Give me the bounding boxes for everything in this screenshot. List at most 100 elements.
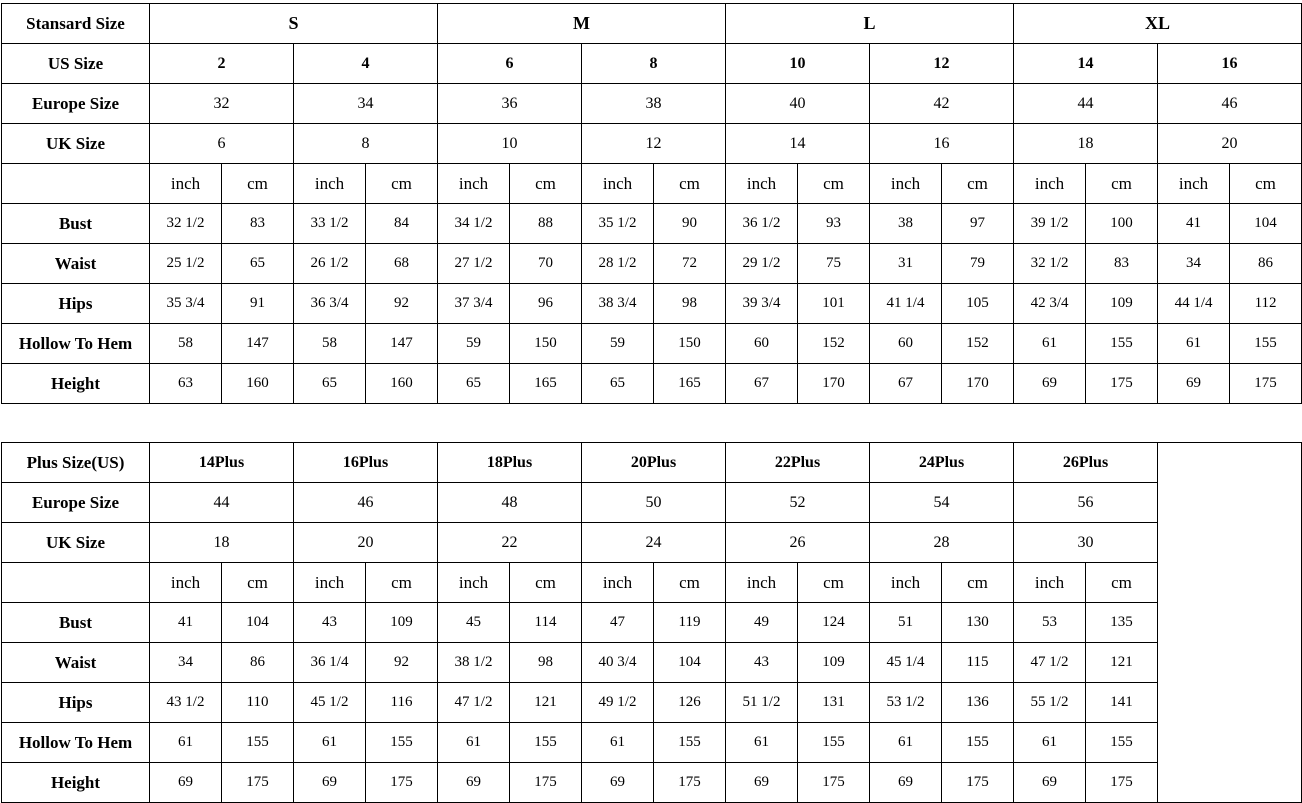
bust-cell: 109 [365, 602, 438, 643]
height-cell: 65 [293, 363, 366, 404]
plus-size-cell: 22Plus [725, 442, 870, 483]
bust-cell: 32 1/2 [149, 203, 222, 244]
unit-cell: cm [1085, 163, 1159, 204]
plus-size-cell: 18Plus [437, 442, 582, 483]
bust-cell: 83 [221, 203, 294, 244]
hips-cell: 116 [365, 682, 438, 723]
europe-size-cell: 38 [581, 83, 727, 124]
hips-cell: 47 1/2 [437, 682, 510, 723]
hollow-to-hem-cell: 61 [581, 722, 654, 763]
height-cell: 165 [509, 363, 583, 404]
hollow-to-hem-cell: 147 [364, 323, 439, 364]
bust-cell: 38 [869, 203, 943, 244]
row-label-height: Height [1, 363, 150, 404]
hips-cell: 112 [1229, 283, 1302, 324]
height-cell: 175 [509, 762, 582, 803]
europe-size-cell: 54 [869, 482, 1014, 523]
row-label-waist: Waist [1, 243, 150, 284]
uk-size-cell: 28 [869, 522, 1014, 563]
bust-cell: 39 1/2 [1013, 203, 1087, 244]
unit-cell: inch [1013, 562, 1086, 603]
row-label-unit [1, 163, 150, 204]
row-height: Height 63 160 65 160 65 165 65 165 67 170 67 170 69 17… [1, 363, 1302, 404]
waist-cell: 115 [941, 642, 1014, 683]
bust-cell: 34 1/2 [437, 203, 511, 244]
height-cell: 65 [437, 363, 511, 404]
height-cell: 67 [725, 363, 799, 404]
hollow-to-hem-cell: 61 [293, 722, 366, 763]
europe-size-cell: 42 [869, 83, 1015, 124]
bust-cell: 41 [149, 602, 222, 643]
bust-cell: 47 [581, 602, 654, 643]
hips-cell: 35 3/4 [149, 283, 222, 324]
hollow-to-hem-cell: 61 [1157, 323, 1231, 364]
row-hollow-to-hem: Hollow To Hem 61 155 61 155 61 155 61 155 61 155 61… [1, 722, 1302, 763]
bust-cell: 49 [725, 602, 798, 643]
bust-cell: 104 [221, 602, 294, 643]
standard-size-cell: L [725, 3, 1015, 44]
row-label-hollow-to-hem: Hollow To Hem [1, 323, 150, 364]
us-size-cell: 10 [725, 43, 871, 84]
bust-cell: 93 [797, 203, 871, 244]
unit-cell: cm [221, 163, 294, 204]
row-label-hips: Hips [1, 682, 150, 723]
europe-size-cell: 44 [1013, 83, 1159, 124]
bust-cell: 53 [1013, 602, 1086, 643]
height-cell: 175 [365, 762, 438, 803]
row-bust: Bust 41 104 43 109 45 114 47 119 49 124 51 130 53 135 [1, 602, 1302, 643]
hips-cell: 141 [1085, 682, 1158, 723]
waist-cell: 26 1/2 [293, 243, 366, 284]
europe-size-cell: 40 [725, 83, 871, 124]
hollow-to-hem-cell: 58 [293, 323, 366, 364]
us-size-cell: 8 [581, 43, 727, 84]
plus-size-cell: 16Plus [293, 442, 438, 483]
unit-cell: cm [364, 163, 439, 204]
height-cell: 65 [581, 363, 655, 404]
hollow-to-hem-cell: 58 [149, 323, 222, 364]
height-cell: 69 [437, 762, 510, 803]
row-waist: Waist 34 86 36 1/4 92 38 1/2 98 40 3/4 104 43 109 4… [1, 642, 1302, 683]
unit-cell: cm [365, 562, 438, 603]
waist-cell: 98 [509, 642, 582, 683]
hips-cell: 36 3/4 [293, 283, 366, 324]
unit-cell: inch [869, 562, 942, 603]
height-cell: 69 [293, 762, 366, 803]
hollow-to-hem-cell: 61 [1013, 323, 1087, 364]
row-hips: Hips 35 3/4 91 36 3/4 92 37 3/4 96 38 3/4 98 39 3… [1, 283, 1302, 324]
height-cell: 165 [653, 363, 727, 404]
bust-cell: 104 [1229, 203, 1302, 244]
europe-size-cell: 44 [149, 482, 294, 523]
bust-cell: 130 [941, 602, 1014, 643]
bust-cell: 97 [941, 203, 1015, 244]
waist-cell: 34 [149, 642, 222, 683]
row-label-height: Height [1, 762, 150, 803]
hips-cell: 55 1/2 [1013, 682, 1086, 723]
height-cell: 175 [653, 762, 726, 803]
waist-cell: 70 [509, 243, 583, 284]
hips-cell: 43 1/2 [149, 682, 222, 723]
hips-cell: 121 [509, 682, 582, 723]
row-europe-size: Europe Size 44 46 48 50 52 54 56 [1, 482, 1302, 523]
hips-cell: 136 [941, 682, 1014, 723]
height-cell: 170 [941, 363, 1015, 404]
waist-cell: 27 1/2 [437, 243, 511, 284]
hips-cell: 92 [364, 283, 439, 324]
hollow-to-hem-cell: 61 [725, 722, 798, 763]
height-cell: 69 [869, 762, 942, 803]
waist-cell: 45 1/4 [869, 642, 942, 683]
hollow-to-hem-cell: 155 [1085, 323, 1159, 364]
waist-cell: 68 [364, 243, 439, 284]
hips-cell: 101 [797, 283, 871, 324]
unit-cell: inch [293, 163, 366, 204]
hips-cell: 44 1/4 [1157, 283, 1231, 324]
bust-cell: 119 [653, 602, 726, 643]
waist-cell: 104 [653, 642, 726, 683]
row-height: Height 69 175 69 175 69 175 69 175 69 175 69 175 69 17… [1, 762, 1302, 803]
uk-size-cell: 26 [725, 522, 870, 563]
hollow-to-hem-cell: 155 [509, 722, 582, 763]
us-size-cell: 14 [1013, 43, 1159, 84]
unit-cell: inch [725, 562, 798, 603]
hips-cell: 42 3/4 [1013, 283, 1087, 324]
row-us-size: US Size 2 4 6 8 10 12 14 16 [1, 43, 1302, 84]
row-unit: inch cm inch cm inch cm inch cm inch cm inch cm inch… [1, 163, 1302, 204]
